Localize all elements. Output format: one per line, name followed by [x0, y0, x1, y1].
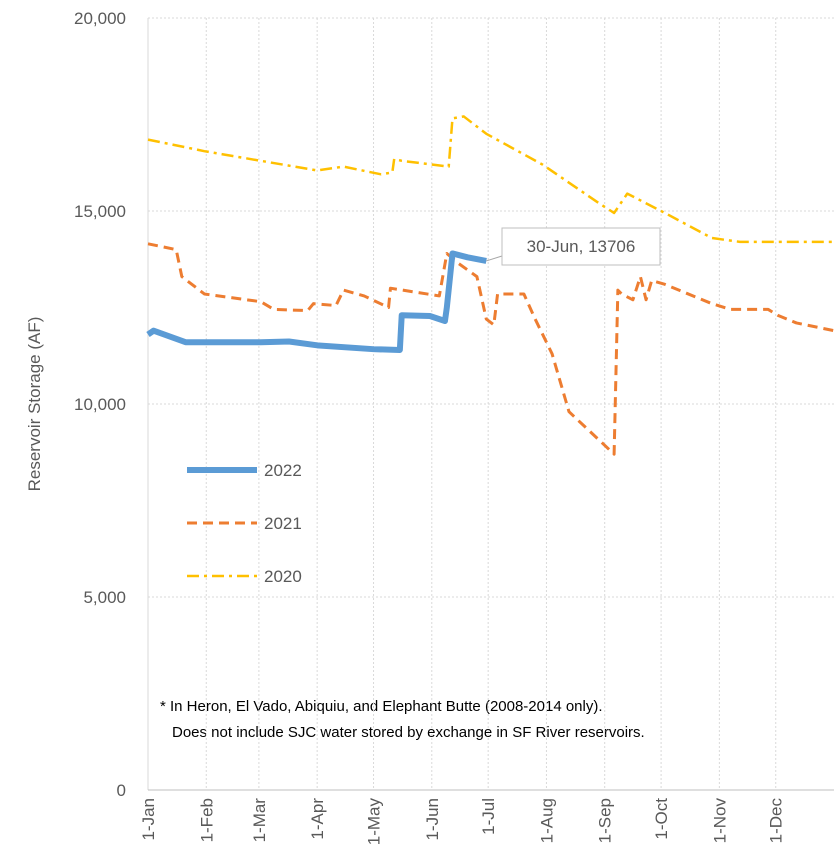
x-tick-label: 1-Nov: [710, 798, 729, 844]
y-tick-label: 15,000: [74, 202, 126, 221]
x-tick-label: 1-Feb: [197, 798, 216, 842]
annotation-box: [501, 227, 661, 266]
x-tick-label: 1-Jul: [479, 798, 498, 835]
note: * In Heron, El Vado, Abiquiu, and Elepha…: [160, 698, 603, 715]
series-line: [146, 250, 487, 353]
x-tick-label: 1-Jan: [139, 798, 158, 841]
y-tick-label: 0: [117, 781, 126, 800]
note: Does not include SJC water stored by exc…: [172, 724, 645, 741]
y-tick-label: 5,000: [83, 588, 126, 607]
y-tick-label: 20,000: [74, 9, 126, 28]
y-axis-label: Reservoir Storage (AF): [25, 317, 44, 492]
x-tick-label: 1-Sep: [596, 798, 615, 843]
x-tick-label: 1-Mar: [250, 798, 269, 843]
legend-label: 2020: [264, 567, 302, 586]
x-tick-label: 1-Dec: [767, 798, 786, 844]
series-line: [147, 242, 834, 456]
series-line: [147, 115, 834, 244]
annotation: 30-Jun, 13706: [527, 237, 636, 256]
x-tick-label: 1-May: [365, 798, 384, 846]
x-tick-label: 1-Aug: [537, 798, 556, 843]
y-tick-label: 10,000: [74, 395, 126, 414]
x-tick-label: 1-Oct: [652, 798, 671, 840]
x-tick-label: 1-Apr: [308, 798, 327, 840]
x-tick-label: 1-Jun: [423, 798, 442, 841]
legend-label: 2022: [264, 461, 302, 480]
legend-label: 2021: [264, 514, 302, 533]
annotation-leader: [486, 255, 503, 262]
